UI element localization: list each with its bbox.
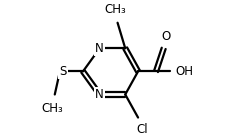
Text: O: O — [160, 30, 169, 43]
Text: N: N — [95, 42, 104, 55]
Text: S: S — [59, 65, 66, 78]
Text: CH₃: CH₃ — [104, 3, 125, 16]
Text: Cl: Cl — [136, 123, 148, 136]
Text: CH₃: CH₃ — [41, 102, 63, 115]
Text: OH: OH — [175, 65, 193, 78]
Text: N: N — [95, 88, 104, 101]
